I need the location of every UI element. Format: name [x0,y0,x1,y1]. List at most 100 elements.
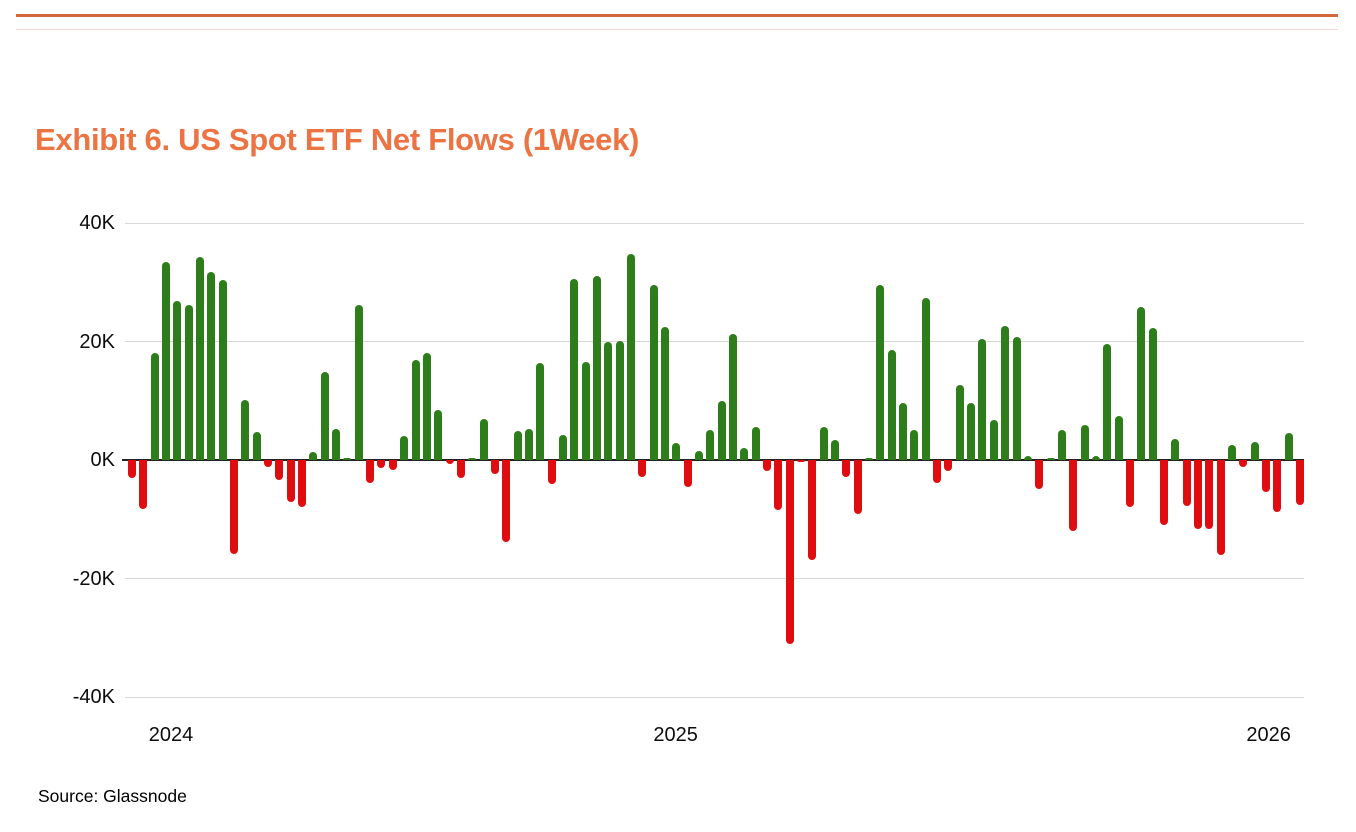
bar-week-85 [1080,425,1089,460]
bar-week-47 [649,284,658,460]
bar-week-15 [286,459,295,503]
bar-week-79 [1012,336,1021,460]
bar-week-81 [1035,459,1044,490]
bar-week-71 [921,298,930,460]
bar-week-84 [1069,459,1078,532]
bar-week-95 [1193,459,1202,530]
bar-week-62 [819,426,828,460]
bar-week-80 [1023,455,1032,460]
bar-week-61 [808,459,817,560]
bar-week-87 [1103,343,1112,460]
bar-week-14 [275,459,284,481]
bar-week-82 [1046,458,1055,460]
bar-week-7 [196,257,205,460]
bar-week-88 [1114,416,1123,460]
bar-week-63 [831,440,840,460]
bar-week-101 [1261,459,1270,493]
bar-week-83 [1057,430,1066,460]
bar-week-94 [1182,459,1191,506]
top-pink-rule [16,29,1338,30]
bar-week-16 [298,459,307,507]
gridline--40k [125,696,1304,698]
bar-week-104 [1296,459,1304,505]
bar-week-72 [933,459,942,484]
bar-week-60 [797,459,806,463]
bar-week-8 [207,271,216,460]
bar-week-24 [388,459,397,470]
y-axis-label-40k: 40K [79,212,115,234]
bar-week-2 [139,459,148,509]
bar-week-86 [1091,456,1100,460]
bar-week-18 [320,372,329,460]
bar-week-12 [252,431,261,460]
bar-week-26 [411,359,420,460]
y-axis-label--40k: -40K [72,686,115,708]
bar-week-3 [150,352,159,460]
bar-week-13 [264,459,273,468]
bar-week-45 [626,253,635,460]
y-axis-label--20k: -20K [72,567,115,590]
bar-week-100 [1250,442,1259,460]
bar-week-44 [615,340,624,460]
bar-week-33 [490,459,499,475]
bar-week-25 [400,436,409,460]
bar-week-46 [638,459,647,477]
bar-week-22 [366,459,375,484]
bar-week-93 [1171,439,1180,460]
bar-week-9 [218,280,227,460]
bar-week-21 [354,304,363,460]
bar-week-67 [876,285,885,460]
bar-week-102 [1273,459,1282,513]
bar-week-103 [1284,433,1293,460]
x-axis-label-2026: 2026 [1246,724,1291,746]
bar-week-39 [558,435,567,460]
bar-week-51 [694,451,703,460]
bar-week-19 [332,429,341,460]
bar-week-69 [899,402,908,460]
bar-week-56 [751,426,760,460]
bar-week-53 [717,400,726,460]
y-axis-label-20k: 20K [79,330,115,353]
gridline-20k [125,341,1304,342]
bar-week-20 [343,457,352,460]
bar-week-27 [422,352,431,460]
bar-week-34 [502,459,511,542]
bar-week-70 [910,430,919,460]
bar-week-42 [592,276,601,460]
bar-week-58 [774,459,783,510]
bar-week-43 [604,341,613,460]
bar-week-90 [1137,307,1146,460]
bar-week-36 [524,429,533,460]
bar-week-92 [1159,459,1168,526]
bar-week-99 [1239,459,1248,467]
source-note: Source: Glassnode [38,786,187,806]
bar-week-11 [241,399,250,460]
bar-week-10 [230,459,239,554]
x-axis-label-2024: 2024 [148,724,194,746]
bar-week-38 [547,459,556,484]
bar-week-31 [468,458,477,460]
bar-week-97 [1216,459,1225,555]
bar-week-68 [887,350,896,460]
bar-week-57 [763,459,772,472]
bar-week-78 [1001,326,1010,460]
bar-week-50 [683,459,692,488]
bar-week-37 [536,362,545,460]
bar-week-40 [570,279,579,460]
bar-week-17 [309,451,318,460]
bar-week-52 [706,430,715,460]
bar-week-98 [1227,445,1236,460]
bar-week-5 [173,301,182,460]
bar-week-54 [729,333,737,460]
bar-week-6 [184,305,193,460]
page-title: Exhibit 6. US Spot ETF Net Flows (1Week) [35,121,640,157]
bar-week-55 [740,448,749,460]
bar-week-48 [660,327,669,460]
x-axis-label-2025: 2025 [653,724,698,746]
bar-week-96 [1205,459,1214,530]
gridline-40k [125,222,1304,224]
bar-week-1 [128,459,136,479]
bar-week-41 [581,362,590,460]
